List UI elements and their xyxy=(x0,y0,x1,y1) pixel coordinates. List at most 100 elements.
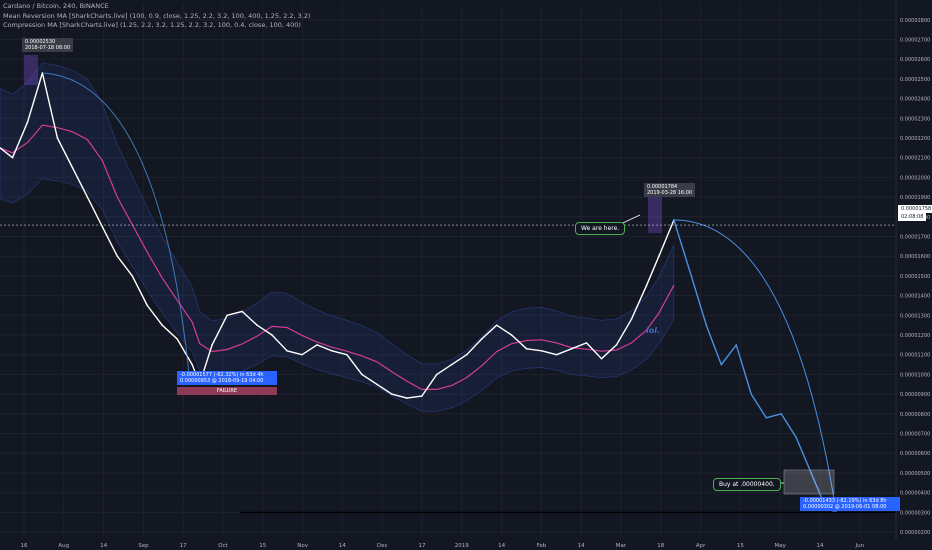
series-point xyxy=(480,338,483,340)
series-point xyxy=(420,395,423,397)
series-point xyxy=(176,338,179,340)
y-tick-label: 0.00001100 xyxy=(900,353,930,359)
y-tick-label: 0.00002700 xyxy=(900,37,930,43)
series-point xyxy=(510,334,513,336)
series-point xyxy=(585,342,588,344)
series-point xyxy=(316,344,318,346)
sep-measure-change: -0.00001577 (-62.32%) in 63d 4h xyxy=(180,372,264,378)
x-axis[interactable]: 16 Aug 14 Sep 17 Oct 15 Nov 14 Dec 17 2019 14 Feb 14 Ma… xyxy=(21,543,865,549)
mean-reversion-ma xyxy=(0,124,675,390)
x-tick-label: 15 xyxy=(259,543,266,549)
buy-at-callout[interactable]: Buy at .00000400. xyxy=(713,478,781,491)
series-point xyxy=(795,436,797,439)
peak-right-price: 0.00001784 xyxy=(647,184,678,190)
y-tick-label: 0.00002800 xyxy=(900,18,930,24)
series-point xyxy=(286,349,288,352)
y-tick-label: 0.00002200 xyxy=(900,136,930,142)
y-tick-label: 0.00001000 xyxy=(900,372,930,378)
countdown-tag: 02:08:08 xyxy=(898,213,927,221)
series-point xyxy=(241,310,243,313)
projection-arcs xyxy=(42,72,837,513)
series-point xyxy=(615,344,618,346)
peak-box-left xyxy=(24,55,38,85)
projection-arc-2018 xyxy=(42,72,191,384)
y-tick-label: 0.00000600 xyxy=(900,451,930,457)
series-point xyxy=(450,363,453,366)
y-tick-label: 0.00001700 xyxy=(900,235,930,241)
buy-zone-box xyxy=(783,469,835,495)
y-tick-label: 0.00000700 xyxy=(900,432,930,438)
x-tick-label: Nov xyxy=(297,543,308,549)
drawing-overlays[interactable] xyxy=(0,55,896,513)
x-tick-label: Apr xyxy=(696,543,706,549)
we-are-here-callout[interactable]: We are here. xyxy=(575,222,626,235)
y-tick-label: 0.00002500 xyxy=(900,77,930,83)
series-point xyxy=(0,147,1,149)
symbol-title[interactable]: Cardano / Bitcoin, 240, BINANCE xyxy=(3,2,109,10)
x-tick-label: Aug xyxy=(58,543,69,549)
series-point xyxy=(301,353,303,356)
peak-left-price: 0.00002530 xyxy=(25,39,56,45)
peak-label-right: 0.00001784 2019-03-28 16:00 xyxy=(644,183,696,197)
series-point xyxy=(645,284,648,287)
series-point xyxy=(705,324,708,326)
series-point xyxy=(161,324,164,326)
y-tick-label: 0.00001600 xyxy=(900,254,930,260)
series-point xyxy=(86,196,89,198)
y-tick-label: 0.00001300 xyxy=(900,313,930,319)
y-tick-label: 0.00000400 xyxy=(900,491,930,497)
x-tick-label: 14 xyxy=(817,543,824,549)
x-tick-label: May xyxy=(775,543,787,549)
indicator-mean-reversion[interactable]: Mean Reversion MA [SharkCharts.live] (10… xyxy=(3,11,311,20)
y-tick-label: 0.00001400 xyxy=(900,294,930,300)
x-tick-label: 14 xyxy=(339,543,346,549)
x-tick-label: Sep xyxy=(138,543,149,549)
x-tick-label: 2019 xyxy=(455,543,469,549)
series-line-2 xyxy=(673,219,837,513)
y-tick-label: 0.00002600 xyxy=(900,57,930,63)
series-point xyxy=(406,397,408,399)
ma-line xyxy=(0,124,675,390)
series-point xyxy=(256,324,258,326)
series-point xyxy=(525,348,528,350)
chart-grid xyxy=(0,4,896,536)
series-point xyxy=(271,334,273,336)
y-axis-background xyxy=(896,0,932,550)
series-point xyxy=(331,349,333,352)
y-tick-label: 0.00000200 xyxy=(900,530,930,536)
series-point xyxy=(495,324,498,326)
series-point xyxy=(361,373,363,376)
current-price-tag: 0.00001758 xyxy=(898,205,932,213)
y-tick-label: 0.00000800 xyxy=(900,412,930,418)
series-point xyxy=(810,472,812,474)
peak-left-date: 2018-07-18 08:00 xyxy=(25,45,71,51)
y-tick-label: 0.00000500 xyxy=(900,471,930,477)
series-point xyxy=(765,416,768,419)
series-point xyxy=(630,318,633,321)
series-point xyxy=(131,275,134,277)
series-point xyxy=(570,348,573,350)
series-point xyxy=(56,137,59,139)
x-tick-label: Feb xyxy=(537,543,547,549)
y-tick-label: 0.00000300 xyxy=(900,510,930,516)
series-point xyxy=(658,255,660,258)
y-tick-label: 0.00001200 xyxy=(900,333,930,339)
x-tick-label: 17 xyxy=(180,543,187,549)
peak-right-date: 2019-03-28 16:00 xyxy=(647,190,693,196)
series-point xyxy=(346,353,348,356)
x-tick-label: Mar xyxy=(616,543,627,549)
indicator-compression[interactable]: Compression MA [SharkCharts.live] (1.25,… xyxy=(3,21,301,29)
y-tick-label: 0.00002100 xyxy=(900,156,930,162)
series-point xyxy=(540,349,543,352)
series-point xyxy=(600,357,603,360)
x-tick-label: 14 xyxy=(578,543,585,549)
series-point xyxy=(690,275,693,277)
series-point xyxy=(211,344,213,346)
series-point xyxy=(116,255,119,258)
x-tick-label: 17 xyxy=(419,543,426,549)
series-point xyxy=(750,393,753,395)
y-tick-label: 0.00001500 xyxy=(900,274,930,280)
y-tick-label: 0.00002000 xyxy=(900,175,930,181)
y-axis[interactable]: 0.00002800 0.00002700 0.00002600 0.00002500… xyxy=(895,0,932,550)
